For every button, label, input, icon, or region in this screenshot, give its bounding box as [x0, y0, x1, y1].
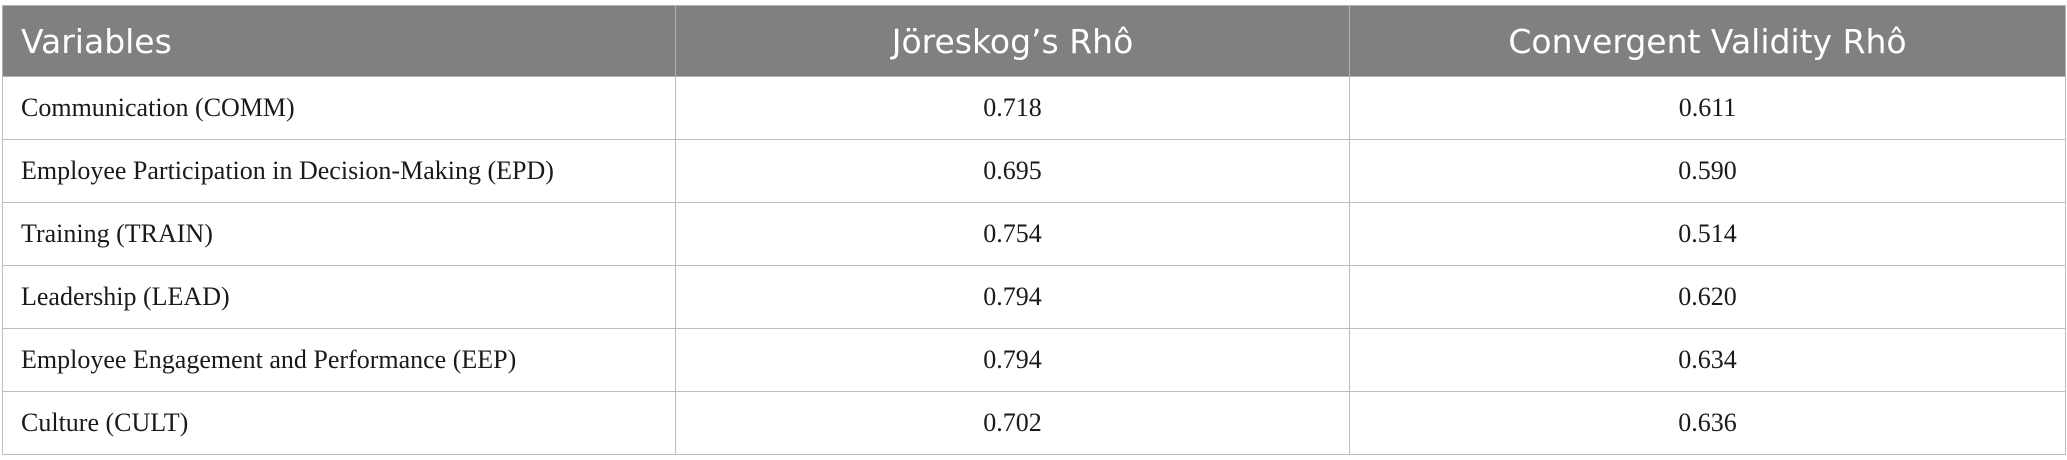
table-cell: Leadership (LEAD): [2, 265, 676, 329]
header-row: Variables Jöreskog’s Rhô Convergent Validi…: [2, 5, 2066, 77]
table-cell: 0.754: [675, 202, 1350, 266]
table-cell: 0.620: [1349, 265, 2066, 329]
table-container: Variables Jöreskog’s Rhô Convergent Validi…: [2, 5, 2066, 455]
table-row: Communication (COMM) 0.718 0.611: [2, 76, 2066, 140]
table-cell: 0.636: [1349, 391, 2066, 455]
table-cell: 0.634: [1349, 328, 2066, 392]
table-cell: 0.794: [675, 328, 1350, 392]
table-cell: Training (TRAIN): [2, 202, 676, 266]
table-row: Leadership (LEAD) 0.794 0.620: [2, 265, 2066, 329]
table-cell: Employee Engagement and Performance (EEP…: [2, 328, 676, 392]
table-cell: Culture (CULT): [2, 391, 676, 455]
table-row: Culture (CULT) 0.702 0.636: [2, 391, 2066, 455]
table-cell: 0.794: [675, 265, 1350, 329]
table-cell: Communication (COMM): [2, 76, 676, 140]
table: Variables Jöreskog’s Rhô Convergent Validi…: [2, 5, 2066, 455]
table-cell: 0.695: [675, 139, 1350, 203]
table-row: Employee Participation in Decision-Makin…: [2, 139, 2066, 203]
table-cell: 0.611: [1349, 76, 2066, 140]
table-body: Communication (COMM) 0.718 0.611 Employee P…: [2, 76, 2066, 455]
table-row: Employee Engagement and Performance (EEP…: [2, 328, 2066, 392]
header-cell: Variables: [2, 5, 676, 77]
header-cell: Jöreskog’s Rhô: [675, 5, 1350, 77]
table-cell: 0.590: [1349, 139, 2066, 203]
table-row: Training (TRAIN) 0.754 0.514: [2, 202, 2066, 266]
table-cell: Employee Participation in Decision-Makin…: [2, 139, 676, 203]
table-cell: 0.718: [675, 76, 1350, 140]
header-cell: Convergent Validity Rhô: [1349, 5, 2066, 77]
table-cell: 0.514: [1349, 202, 2066, 266]
table-cell: 0.702: [675, 391, 1350, 455]
